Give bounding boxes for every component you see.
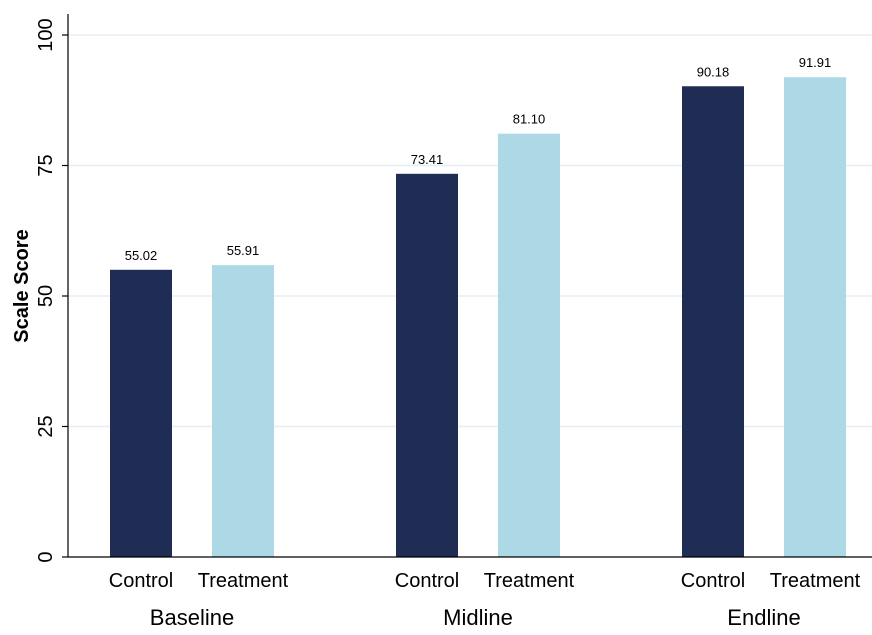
value-label-baseline-treatment: 55.91: [227, 243, 260, 258]
bars: [110, 77, 846, 557]
value-label-midline-control: 73.41: [411, 152, 444, 167]
group-label-endline: Endline: [727, 605, 800, 630]
bar-midline-control: [396, 173, 458, 557]
value-label-endline-treatment: 91.91: [799, 55, 832, 70]
group-label-baseline: Baseline: [150, 605, 234, 630]
bar-midline-treatment: [498, 133, 560, 557]
y-tick-labels: 0 25 50 75 100: [35, 18, 57, 562]
gridlines: [68, 34, 872, 428]
y-tick-label-25: 25: [35, 415, 57, 437]
y-tick-label-0: 0: [35, 551, 57, 562]
x-tick-label-endline-treatment: Treatment: [770, 570, 861, 592]
x-tick-label-midline-control: Control: [395, 570, 459, 592]
bar-endline-control: [682, 86, 744, 557]
value-label-endline-control: 90.18: [697, 64, 730, 79]
x-tick-label-baseline-treatment: Treatment: [198, 570, 289, 592]
x-tick-labels: Control Treatment Baseline Control Treatment…: [109, 570, 861, 630]
x-tick-label-midline-treatment: Treatment: [484, 570, 575, 592]
y-tick-label-50: 50: [35, 285, 57, 307]
bar-endline-treatment: [784, 77, 846, 557]
axes: [62, 14, 872, 558]
y-tick-label-100: 100: [35, 18, 57, 51]
bar-baseline-control: [110, 269, 172, 557]
y-axis-title: Scale Score: [11, 229, 33, 342]
value-labels: 55.02 55.91 73.41 81.10 90.18 91.91: [125, 55, 832, 263]
group-label-midline: Midline: [443, 605, 513, 630]
y-tick-label-75: 75: [35, 154, 57, 176]
x-tick-label-baseline-control: Control: [109, 570, 173, 592]
value-label-midline-treatment: 81.10: [513, 112, 546, 127]
x-tick-label-endline-control: Control: [681, 570, 745, 592]
value-label-baseline-control: 55.02: [125, 248, 158, 263]
bar-baseline-treatment: [212, 265, 274, 557]
